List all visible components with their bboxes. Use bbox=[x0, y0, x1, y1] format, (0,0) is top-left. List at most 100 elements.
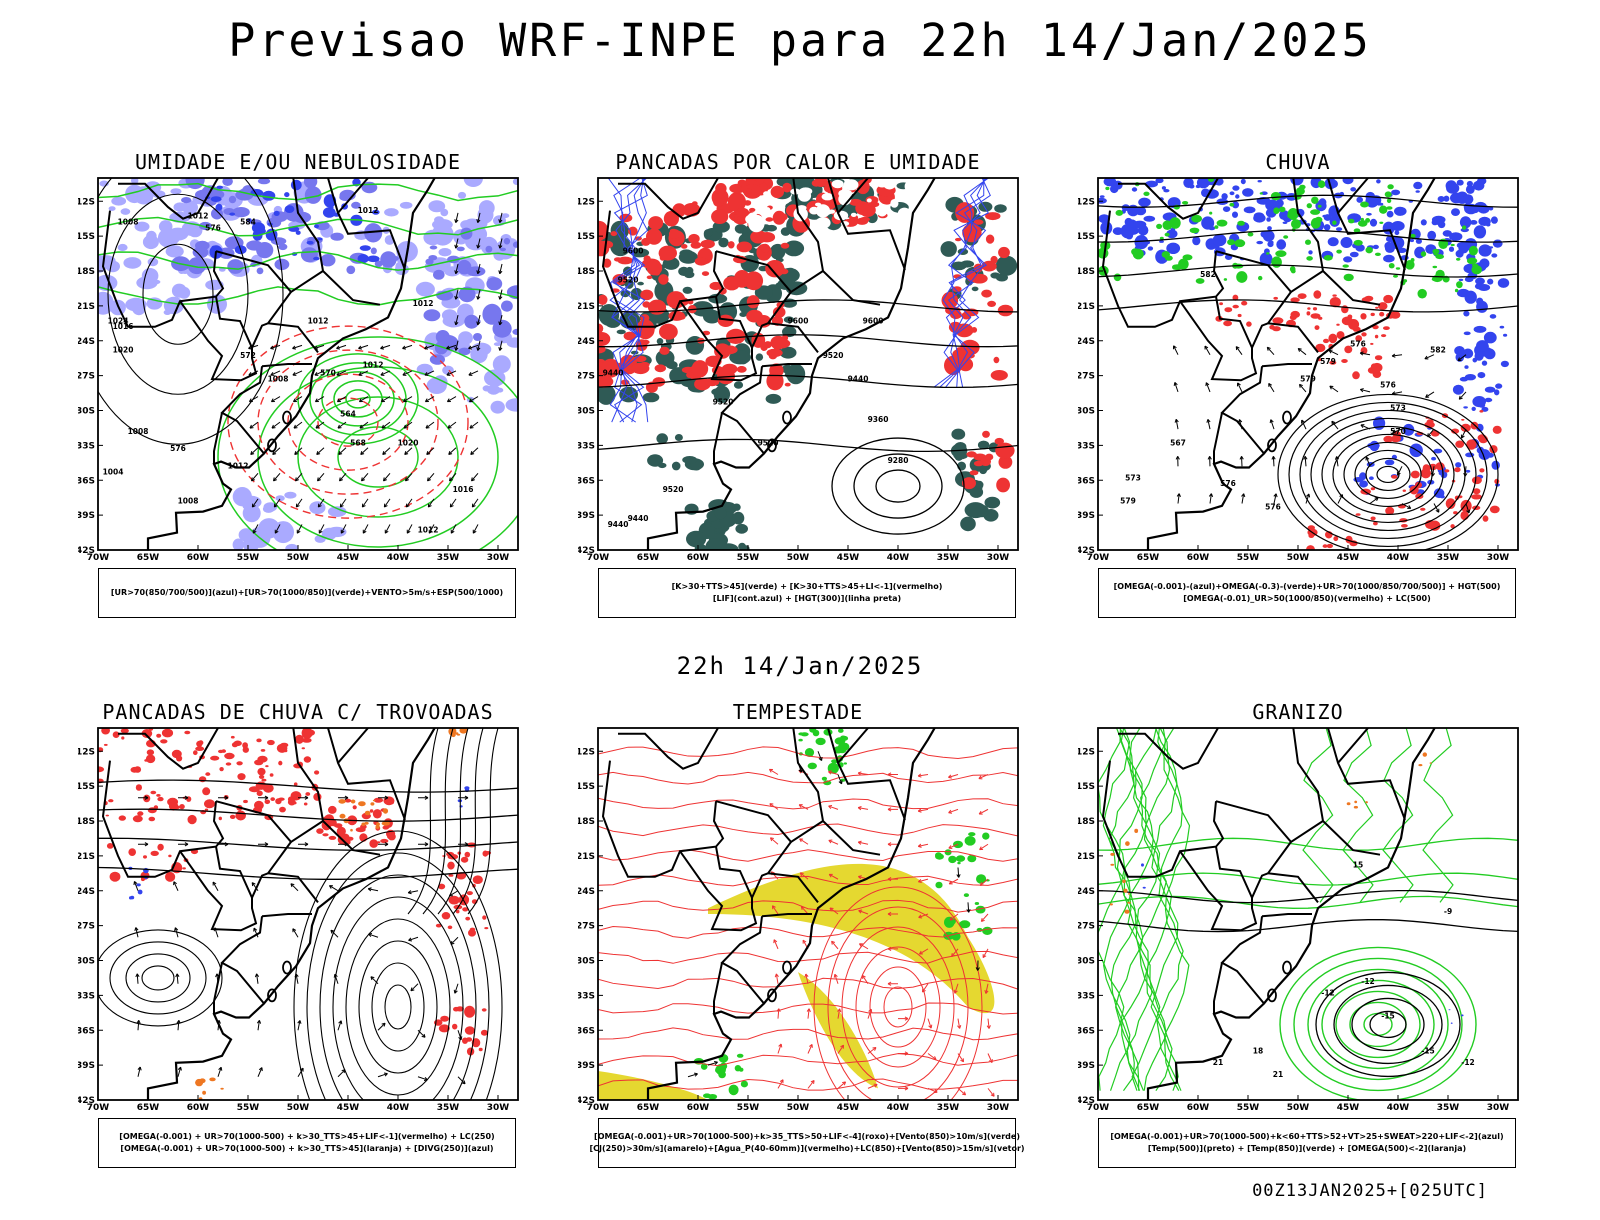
granizo-blue-area bbox=[1143, 887, 1146, 889]
omega-red-area bbox=[1378, 302, 1387, 310]
instability-red-area bbox=[659, 324, 678, 340]
instability-red-area bbox=[713, 198, 724, 207]
omega-red-area bbox=[1371, 487, 1375, 490]
contour-label: 576 bbox=[170, 444, 186, 453]
wind850-green-area bbox=[844, 762, 847, 764]
instability-red-area bbox=[728, 241, 735, 248]
omega-blue-area bbox=[1457, 289, 1470, 297]
lat-tick-label: 39S bbox=[1078, 511, 1095, 521]
instability-teal-area bbox=[953, 452, 967, 460]
cloud-gap bbox=[851, 213, 857, 217]
storm-orange-area bbox=[361, 823, 365, 827]
legend-line: [LIF](cont.azul) + [HGT(300)](linha pret… bbox=[713, 593, 901, 605]
contour-label: 568 bbox=[350, 438, 366, 447]
omega-green-area bbox=[1237, 221, 1245, 226]
instability-red-area bbox=[715, 183, 726, 194]
storm-red-area bbox=[149, 817, 156, 822]
omega-blue-area bbox=[1343, 256, 1352, 262]
omega-blue-area bbox=[1498, 278, 1509, 288]
omega500-orange-area bbox=[1127, 902, 1131, 904]
lon-tick-label: 55W bbox=[737, 1103, 760, 1113]
storm-orange-area bbox=[340, 814, 346, 819]
storm-red-area bbox=[261, 749, 266, 752]
lon-tick-label: 40W bbox=[1387, 1103, 1410, 1113]
lat-tick-label: 12S bbox=[578, 197, 595, 207]
storm-red-area bbox=[322, 833, 328, 836]
contour-label: 576 bbox=[205, 223, 221, 232]
storm-red-area bbox=[224, 753, 234, 759]
humidity-dark-blue-area bbox=[323, 207, 336, 218]
storm-red-area bbox=[156, 794, 160, 797]
humidity-dark-blue-area bbox=[216, 186, 223, 189]
wind850-green-area bbox=[703, 1093, 711, 1098]
omega-blue-area bbox=[1144, 216, 1156, 222]
lat-tick-label: 15S bbox=[578, 782, 595, 792]
omega-blue-area bbox=[1266, 217, 1271, 222]
storm-red-area bbox=[136, 784, 142, 791]
instability-red-area bbox=[749, 208, 755, 212]
omega-green-area bbox=[1360, 202, 1369, 208]
storm-orange-area bbox=[338, 799, 345, 804]
humidity-light-blue-area bbox=[384, 208, 399, 216]
omega-red-area bbox=[1472, 477, 1482, 485]
omega500-orange-area bbox=[1110, 864, 1114, 866]
legend-line: [OMEGA(-0.001)-(azul)+OMEGA(-0.3)-(verde… bbox=[1114, 581, 1501, 593]
hgt500-label: 576 bbox=[1350, 340, 1366, 349]
humidity-light-blue-area bbox=[241, 496, 261, 509]
lat-tick-label: 21S bbox=[1078, 852, 1095, 862]
storm-red-area bbox=[305, 792, 310, 796]
omega-blue-area bbox=[1466, 470, 1471, 473]
omega-green-area bbox=[1471, 265, 1482, 274]
wind850-green-area bbox=[840, 743, 849, 751]
humidity-light-blue-area bbox=[132, 304, 140, 311]
instability-red-area bbox=[739, 366, 745, 370]
storm-red-area bbox=[196, 741, 202, 747]
legend-box: [OMEGA(-0.001)+UR>70(1000-500)+k<60+TTS>… bbox=[1098, 1118, 1516, 1168]
omega-blue-area bbox=[1491, 216, 1498, 223]
omega-green-area bbox=[1271, 256, 1282, 267]
humidity-dark-blue-area bbox=[285, 205, 295, 213]
instability-red-area bbox=[746, 188, 752, 194]
instability-red-area bbox=[994, 357, 1000, 363]
hgt300-label: 9600 bbox=[788, 316, 809, 325]
divg-blue-area bbox=[138, 890, 143, 895]
hgt500-label: 573 bbox=[1125, 473, 1141, 482]
storm-red-area bbox=[380, 839, 388, 843]
storm-red-area bbox=[356, 827, 366, 832]
omega-blue-area bbox=[1464, 332, 1471, 336]
instability-red-area bbox=[974, 461, 984, 467]
humidity-light-blue-area bbox=[92, 292, 114, 315]
omega-green-area bbox=[1156, 224, 1162, 229]
omega-blue-area bbox=[1478, 284, 1490, 291]
wind-vector bbox=[474, 556, 477, 559]
humidity-blue-area bbox=[466, 266, 485, 276]
instability-red-area bbox=[860, 217, 870, 222]
instability-red-area bbox=[761, 244, 770, 253]
instability-red-area bbox=[995, 443, 1014, 459]
instability-red-area bbox=[781, 243, 790, 249]
map-p3: 5825795795765765735705675765735795765821… bbox=[1078, 150, 1523, 570]
lat-tick-label: 21S bbox=[78, 302, 95, 312]
storm-orange-area bbox=[456, 732, 459, 735]
lat-tick-label: 27S bbox=[578, 922, 595, 932]
temp-label: -15 bbox=[1381, 1012, 1395, 1021]
omega-red-area bbox=[1391, 475, 1397, 479]
map-p6: -12-15-12-9-15-121821211512S15S18S21S24S… bbox=[1078, 700, 1523, 1120]
storm-red-area bbox=[160, 739, 167, 743]
storm-red-area bbox=[148, 807, 157, 813]
instability-teal-area bbox=[960, 517, 976, 532]
hgt300-label: 9440 bbox=[603, 369, 624, 378]
storm-red-area bbox=[304, 756, 311, 762]
omega-green-area bbox=[1379, 206, 1387, 214]
instability-red-area bbox=[640, 314, 649, 322]
instability-red-area bbox=[659, 347, 669, 355]
humidity-dark-blue-area bbox=[291, 180, 302, 191]
omega-green-area bbox=[1393, 275, 1398, 278]
legend-line: [OMEGA(-0.001)+UR>70(1000-500)+k<60+TTS>… bbox=[1110, 1131, 1503, 1143]
instability-red-area bbox=[642, 301, 650, 307]
storm-red-area bbox=[110, 872, 121, 882]
humidity-light-blue-area bbox=[507, 337, 523, 347]
storm-red-area bbox=[235, 811, 246, 821]
omega-red-area bbox=[1364, 296, 1373, 302]
omega-blue-area bbox=[1138, 198, 1151, 207]
